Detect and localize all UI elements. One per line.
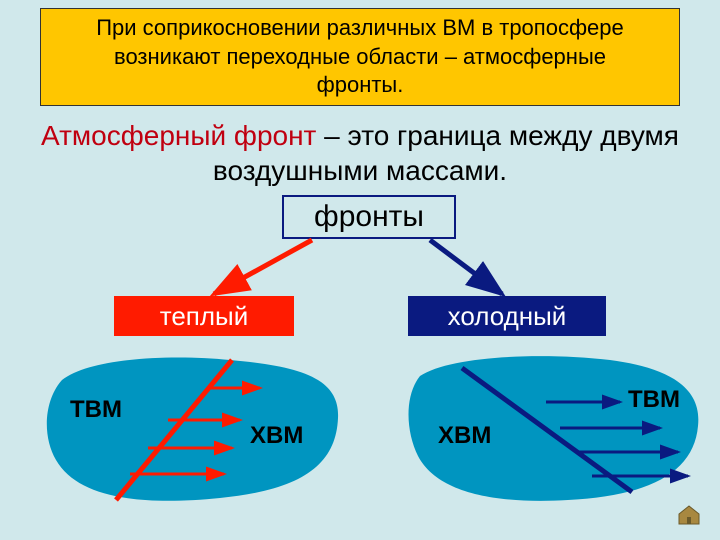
warm-front-box: теплый	[114, 296, 294, 336]
arrow-fronty-to-cold	[430, 240, 502, 294]
warm-front-line	[116, 360, 232, 500]
arrow-fronty-to-warm	[214, 240, 312, 294]
fronty-box: фронты	[282, 195, 456, 239]
header-box: При соприкосновении различных ВМ в тропо…	[40, 8, 680, 106]
cold-front-label: холодный	[448, 301, 567, 332]
definition-text: Атмосферный фронт – это граница между дв…	[38, 118, 682, 188]
cold-hvm-label: ХВМ	[438, 422, 491, 450]
header-text: При соприкосновении различных ВМ в тропо…	[69, 14, 651, 100]
warm-wind-arrows	[130, 388, 260, 474]
warm-tvm-label: ТВМ	[70, 396, 122, 424]
cold-tvm-label: ТВМ	[628, 386, 680, 414]
home-icon[interactable]	[676, 504, 702, 526]
definition-term: Атмосферный фронт	[41, 120, 316, 151]
warm-front-label: теплый	[160, 301, 249, 332]
cold-front-box: холодный	[408, 296, 606, 336]
warm-hvm-label: ХВМ	[250, 422, 303, 450]
fronty-label: фронты	[314, 200, 424, 234]
